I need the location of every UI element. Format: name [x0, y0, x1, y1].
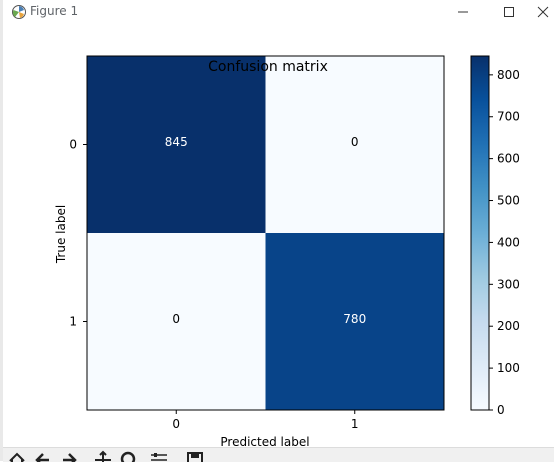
colorbar-tick-label: 300	[497, 277, 520, 291]
heatmap-cell	[87, 233, 266, 410]
back-button[interactable]	[33, 450, 53, 462]
home-button[interactable]	[7, 450, 27, 462]
y-tick-label: 0	[69, 138, 77, 152]
colorbar-tick-label: 500	[497, 194, 520, 208]
x-axis-label: Predicted label	[220, 435, 309, 447]
maximize-icon	[504, 7, 514, 17]
cell-value-label: 780	[343, 312, 366, 326]
save-button[interactable]	[185, 450, 205, 462]
pan-button[interactable]	[93, 450, 113, 462]
zoom-button[interactable]	[119, 450, 139, 462]
heatmap-cell	[87, 56, 266, 233]
desktop-edge	[0, 0, 3, 461]
zoom-icon	[120, 451, 136, 462]
colorbar-tick-label: 400	[497, 235, 520, 249]
window-titlebar[interactable]: Figure 1	[3, 0, 554, 24]
cell-value-label: 0	[351, 135, 359, 149]
figure-toolbar	[3, 447, 554, 462]
minimize-icon	[458, 11, 468, 13]
colorbar-tick-label: 700	[497, 110, 520, 124]
window-title: Figure 1	[30, 4, 79, 18]
cell-value-label: 845	[165, 135, 188, 149]
save-icon	[187, 452, 203, 462]
forward-button[interactable]	[59, 450, 79, 462]
axes-frame	[86, 55, 445, 411]
x-tick-label: 0	[172, 417, 180, 431]
y-tick-label: 1	[69, 315, 77, 329]
heatmap-cell	[265, 233, 444, 410]
minimize-button[interactable]	[440, 0, 486, 24]
chart-title: Confusion matrix	[208, 59, 328, 75]
confusion-matrix-chart: 845 00 780 0 101 0100200300400500600700800 …	[54, 55, 520, 447]
heatmap-cell	[265, 56, 444, 233]
x-tick-label: 1	[351, 417, 359, 431]
colorbar-tick-label: 600	[497, 152, 520, 166]
home-icon	[9, 452, 25, 462]
colorbar-tick-label: 100	[497, 361, 520, 375]
cell-value-label: 0	[172, 312, 180, 326]
colorbar-tick-label: 200	[497, 319, 520, 333]
colorbar	[470, 55, 490, 411]
maximize-button[interactable]	[486, 0, 532, 24]
pan-icon	[95, 450, 111, 462]
close-button[interactable]	[531, 0, 554, 24]
back-icon	[35, 453, 49, 462]
colorbar-tick-label: 800	[497, 68, 520, 82]
forward-icon	[63, 453, 77, 462]
matplotlib-icon	[11, 4, 27, 20]
configure-subplots-icon	[151, 453, 167, 461]
close-icon	[537, 6, 549, 18]
colorbar-tick-label: 0	[497, 403, 505, 417]
y-axis-label: True label	[54, 205, 68, 264]
configure-subplots-button[interactable]	[149, 450, 169, 462]
